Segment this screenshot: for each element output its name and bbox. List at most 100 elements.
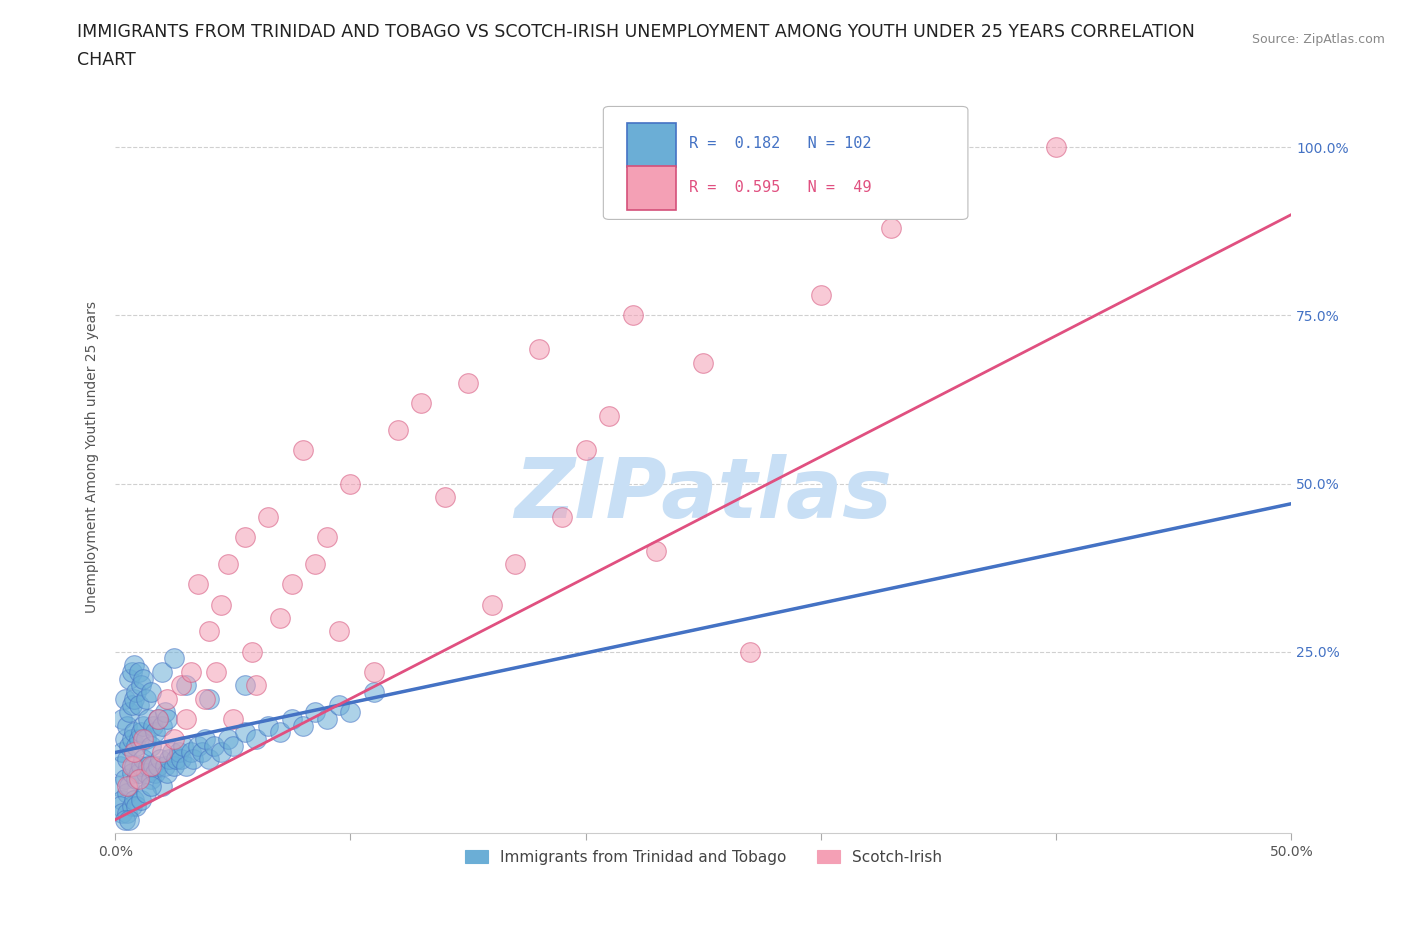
Point — [111, 745, 134, 760]
Point — [156, 691, 179, 706]
Point — [181, 751, 204, 766]
Point — [150, 664, 173, 679]
Point — [180, 745, 202, 760]
Point — [645, 543, 668, 558]
Point — [339, 476, 361, 491]
Point — [136, 711, 159, 726]
Point — [198, 751, 221, 766]
Legend: Immigrants from Trinidad and Tobago, Scotch-Irish: Immigrants from Trinidad and Tobago, Sco… — [458, 844, 948, 870]
Point — [132, 671, 155, 686]
Point — [135, 732, 157, 747]
Point — [316, 711, 339, 726]
Text: R =  0.595   N =  49: R = 0.595 N = 49 — [689, 179, 872, 194]
Point — [111, 792, 134, 807]
Point — [125, 799, 148, 814]
Point — [163, 651, 186, 666]
Point — [115, 778, 138, 793]
Point — [173, 738, 195, 753]
Point — [114, 772, 136, 787]
Point — [209, 597, 232, 612]
Point — [269, 724, 291, 739]
Point — [118, 812, 141, 827]
Point — [121, 759, 143, 774]
Point — [363, 684, 385, 699]
Point — [240, 644, 263, 659]
Point — [153, 759, 176, 774]
Point — [143, 765, 166, 780]
Point — [304, 557, 326, 572]
Point — [180, 664, 202, 679]
Point — [129, 678, 152, 693]
Point — [167, 745, 190, 760]
Point — [191, 745, 214, 760]
Point — [150, 718, 173, 733]
Point — [163, 732, 186, 747]
Point — [125, 738, 148, 753]
Point — [139, 772, 162, 787]
Point — [233, 530, 256, 545]
Point — [527, 341, 550, 356]
FancyBboxPatch shape — [627, 166, 676, 209]
Point — [118, 705, 141, 720]
Point — [114, 732, 136, 747]
Text: CHART: CHART — [77, 51, 136, 69]
Point — [257, 510, 280, 525]
Point — [409, 395, 432, 410]
Point — [139, 684, 162, 699]
Text: ZIPatlas: ZIPatlas — [515, 454, 893, 535]
Point — [121, 732, 143, 747]
Point — [121, 765, 143, 780]
Point — [880, 220, 903, 235]
Point — [118, 671, 141, 686]
Point — [174, 759, 197, 774]
Point — [107, 778, 129, 793]
Text: R =  0.182   N = 102: R = 0.182 N = 102 — [689, 136, 872, 151]
Point — [174, 711, 197, 726]
Point — [114, 691, 136, 706]
Point — [269, 611, 291, 626]
Point — [194, 691, 217, 706]
Point — [118, 738, 141, 753]
Point — [194, 732, 217, 747]
Point — [457, 375, 479, 390]
Point — [1045, 140, 1067, 154]
Point — [363, 664, 385, 679]
Point — [187, 738, 209, 753]
Point — [575, 443, 598, 458]
Point — [121, 664, 143, 679]
Point — [692, 355, 714, 370]
Point — [257, 718, 280, 733]
Point — [142, 759, 165, 774]
Point — [132, 732, 155, 747]
Point — [125, 772, 148, 787]
Point — [139, 738, 162, 753]
Point — [328, 698, 350, 713]
Point — [142, 718, 165, 733]
Point — [146, 711, 169, 726]
Text: Source: ZipAtlas.com: Source: ZipAtlas.com — [1251, 33, 1385, 46]
Point — [740, 644, 762, 659]
Point — [170, 678, 193, 693]
Point — [245, 678, 267, 693]
Point — [187, 577, 209, 591]
Point — [233, 724, 256, 739]
Point — [129, 792, 152, 807]
Point — [217, 557, 239, 572]
Point — [132, 751, 155, 766]
Point — [292, 718, 315, 733]
Point — [156, 711, 179, 726]
Point — [810, 287, 832, 302]
Point — [128, 765, 150, 780]
Point — [122, 658, 145, 672]
Point — [292, 443, 315, 458]
Point — [115, 718, 138, 733]
Point — [163, 759, 186, 774]
Point — [222, 738, 245, 753]
Point — [135, 765, 157, 780]
Point — [551, 510, 574, 525]
Y-axis label: Unemployment Among Youth under 25 years: Unemployment Among Youth under 25 years — [86, 300, 100, 613]
Point — [165, 751, 187, 766]
Point — [128, 732, 150, 747]
Point — [481, 597, 503, 612]
Point — [217, 732, 239, 747]
